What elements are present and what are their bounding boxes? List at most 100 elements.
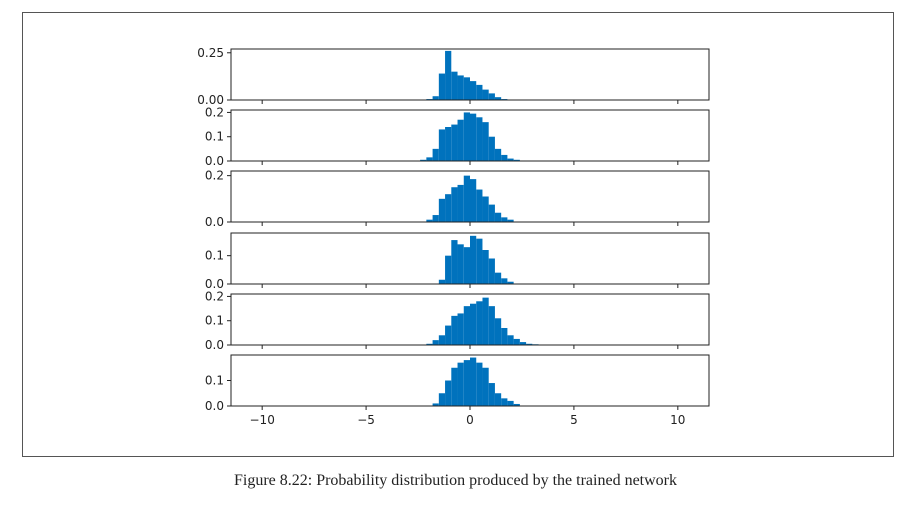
histogram-bar bbox=[494, 318, 502, 345]
histogram-bar bbox=[470, 235, 477, 284]
y-tick-label: 0.1 bbox=[205, 314, 224, 328]
histogram-bar bbox=[476, 238, 483, 284]
y-tick-label: 0.2 bbox=[205, 105, 224, 119]
histogram-bar bbox=[457, 244, 464, 284]
histogram-bar bbox=[476, 362, 483, 406]
histogram-bar bbox=[445, 194, 452, 222]
x-tick-label: 10 bbox=[670, 413, 685, 427]
histogram-bar bbox=[513, 338, 520, 345]
y-tick-label: 0.0 bbox=[205, 215, 224, 229]
histogram-bar bbox=[501, 154, 508, 161]
figure-caption: Figure 8.22: Probability distribution pr… bbox=[233, 472, 678, 489]
histogram-bar bbox=[457, 313, 464, 345]
x-tick-label: −10 bbox=[250, 413, 275, 427]
y-tick-label: 0.00 bbox=[197, 93, 224, 107]
histogram-bar bbox=[494, 272, 502, 284]
histogram-bar bbox=[438, 335, 446, 345]
histogram-bar bbox=[488, 258, 495, 284]
histogram-bar bbox=[507, 400, 514, 406]
histogram-bar bbox=[438, 393, 446, 406]
histogram-bar bbox=[463, 112, 470, 161]
y-tick-label: 0.0 bbox=[205, 399, 224, 413]
histogram-bar bbox=[463, 360, 470, 406]
histogram-bar bbox=[438, 198, 446, 222]
histogram-bar bbox=[470, 179, 477, 222]
histogram-bar bbox=[501, 398, 508, 406]
y-tick-label: 0.0 bbox=[205, 154, 224, 168]
histogram-bar bbox=[470, 113, 477, 161]
x-tick-label: −5 bbox=[357, 413, 375, 427]
y-tick-label: 0.1 bbox=[205, 130, 224, 144]
histogram-figure: 0.000.250.00.10.20.00.20.00.10.00.10.20.… bbox=[197, 46, 710, 427]
histogram-bar bbox=[438, 73, 446, 100]
histogram-bar bbox=[451, 187, 458, 222]
histogram-bar bbox=[451, 240, 458, 284]
histogram-bar bbox=[463, 247, 470, 284]
histogram-bar bbox=[432, 215, 439, 222]
histogram-bar bbox=[494, 393, 502, 406]
histogram-bar bbox=[426, 343, 433, 345]
y-tick-label: 0.0 bbox=[205, 277, 224, 291]
histogram-bar bbox=[457, 362, 464, 406]
y-tick-label: 0.0 bbox=[205, 338, 224, 352]
x-tick-label: 5 bbox=[570, 413, 578, 427]
histogram-bar bbox=[488, 93, 495, 100]
histogram-bar bbox=[482, 367, 489, 406]
histogram-bar bbox=[426, 219, 433, 222]
histogram-bar bbox=[432, 340, 439, 345]
histogram-bar bbox=[420, 159, 427, 161]
histogram-bar bbox=[457, 119, 464, 161]
histogram-bar bbox=[438, 279, 446, 284]
histogram-bar bbox=[451, 367, 458, 406]
histogram-bar bbox=[432, 148, 439, 161]
y-tick-label: 0.1 bbox=[205, 249, 224, 263]
histogram-bar bbox=[476, 301, 483, 345]
histogram-bar bbox=[445, 255, 452, 284]
y-tick-label: 0.1 bbox=[205, 374, 224, 388]
histogram-bar bbox=[482, 196, 489, 222]
histogram-bar bbox=[451, 71, 458, 100]
histogram-bar bbox=[463, 77, 470, 100]
histogram-bar bbox=[463, 175, 470, 222]
histogram-bar bbox=[476, 84, 483, 100]
histogram-bar bbox=[482, 122, 489, 161]
histogram-bar bbox=[426, 157, 433, 161]
histogram-bar bbox=[482, 250, 489, 284]
histogram-bar bbox=[432, 403, 439, 406]
histogram-bar bbox=[507, 281, 514, 284]
histogram-bar bbox=[476, 117, 483, 161]
x-tick-label: 0 bbox=[466, 413, 474, 427]
histogram-bar bbox=[432, 96, 439, 100]
histogram-bar bbox=[438, 129, 446, 161]
histogram-bar bbox=[445, 50, 452, 100]
histogram-bar bbox=[482, 89, 489, 100]
histogram-bar bbox=[494, 212, 502, 222]
histogram-bar bbox=[501, 278, 508, 284]
histogram-bar bbox=[507, 158, 514, 161]
histogram-bar bbox=[476, 189, 483, 222]
histogram-bar bbox=[457, 184, 464, 222]
y-tick-label: 0.2 bbox=[205, 289, 224, 303]
histogram-bar bbox=[488, 383, 495, 406]
histogram-bar bbox=[501, 328, 508, 345]
histogram-bar bbox=[494, 148, 502, 161]
y-tick-label: 0.25 bbox=[197, 46, 224, 60]
histogram-bar bbox=[513, 403, 520, 406]
histogram-bar bbox=[513, 159, 520, 161]
histogram-bar bbox=[470, 357, 477, 406]
histogram-bar bbox=[488, 204, 495, 222]
histogram-bar bbox=[445, 380, 452, 406]
histogram-bar bbox=[507, 335, 514, 345]
histogram-bar bbox=[482, 297, 489, 345]
histogram-bar bbox=[501, 217, 508, 222]
y-tick-label: 0.2 bbox=[205, 169, 224, 183]
histogram-bar bbox=[463, 306, 470, 345]
histogram-bar bbox=[519, 342, 527, 345]
histogram-bar bbox=[526, 343, 533, 345]
histogram-bar bbox=[470, 303, 477, 345]
histogram-bar bbox=[457, 75, 464, 100]
histogram-bar bbox=[445, 127, 452, 161]
histogram-bar bbox=[445, 325, 452, 345]
figure-frame: 0.00 0.25 0.0 0.1 0.2 0.0 0.2 0.0 0.1 0.0 0.1 0.2 0.… bbox=[22, 12, 894, 457]
histogram-bar bbox=[470, 81, 477, 100]
